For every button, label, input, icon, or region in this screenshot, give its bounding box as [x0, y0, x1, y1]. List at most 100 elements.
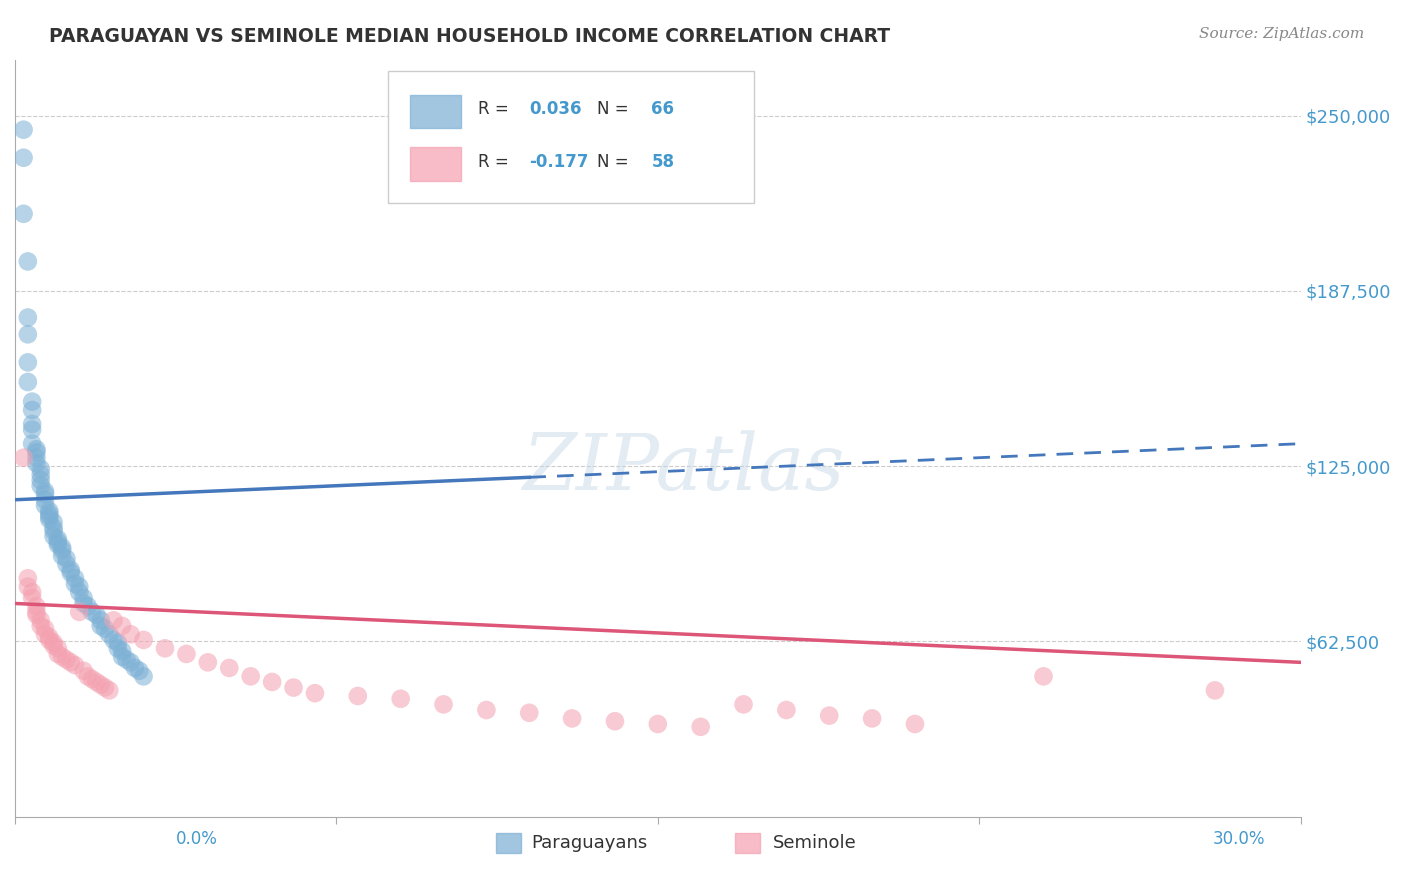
Point — [42, 515, 65, 529]
Point — [46, 534, 69, 549]
Point — [561, 711, 583, 725]
Text: Seminole: Seminole — [773, 834, 856, 852]
Point — [59, 563, 82, 577]
Point — [42, 636, 65, 650]
Point — [72, 591, 94, 605]
Point — [98, 627, 121, 641]
Point — [17, 375, 39, 389]
Point — [132, 632, 155, 647]
Point — [775, 703, 797, 717]
Point — [38, 507, 60, 521]
Point — [21, 394, 44, 409]
FancyBboxPatch shape — [409, 147, 461, 181]
Point — [733, 698, 755, 712]
Point — [124, 661, 146, 675]
Point — [389, 691, 412, 706]
Point — [475, 703, 498, 717]
Point — [46, 538, 69, 552]
Text: -0.177: -0.177 — [529, 153, 589, 171]
Point — [25, 607, 48, 622]
Point — [94, 681, 117, 695]
Point — [30, 613, 52, 627]
Point — [103, 632, 125, 647]
Point — [103, 613, 125, 627]
Point — [46, 532, 69, 546]
Point — [76, 669, 98, 683]
Point — [25, 605, 48, 619]
Point — [86, 607, 108, 622]
Point — [30, 462, 52, 476]
Point — [818, 708, 841, 723]
Point — [13, 450, 35, 465]
Point — [13, 151, 35, 165]
Point — [55, 558, 77, 572]
Point — [13, 207, 35, 221]
Text: ZIPatlas: ZIPatlas — [523, 430, 845, 507]
Point — [153, 641, 176, 656]
Point — [82, 672, 104, 686]
Point — [30, 619, 52, 633]
Point — [17, 310, 39, 325]
Point — [55, 551, 77, 566]
Point — [120, 627, 142, 641]
Text: 58: 58 — [651, 153, 675, 171]
Point — [111, 644, 134, 658]
FancyBboxPatch shape — [409, 95, 461, 128]
Point — [107, 636, 129, 650]
Point — [63, 658, 86, 673]
Point — [51, 541, 73, 555]
Point — [197, 656, 219, 670]
Point — [17, 580, 39, 594]
Point — [30, 473, 52, 487]
Point — [17, 327, 39, 342]
Point — [63, 577, 86, 591]
Point — [46, 647, 69, 661]
Y-axis label: Median Household Income: Median Household Income — [0, 328, 8, 548]
Point — [1204, 683, 1226, 698]
Text: R =: R = — [478, 101, 513, 119]
Point — [38, 512, 60, 526]
Point — [38, 630, 60, 644]
Point — [72, 664, 94, 678]
Point — [67, 580, 90, 594]
Point — [21, 585, 44, 599]
Point — [25, 445, 48, 459]
Point — [90, 678, 112, 692]
Point — [34, 627, 56, 641]
Point — [34, 492, 56, 507]
Point — [128, 664, 150, 678]
Point — [21, 423, 44, 437]
Point — [98, 683, 121, 698]
Point — [107, 641, 129, 656]
Point — [51, 543, 73, 558]
Point — [432, 698, 454, 712]
Point — [21, 591, 44, 605]
Point — [42, 524, 65, 538]
Point — [34, 484, 56, 499]
Point — [63, 571, 86, 585]
Text: Paraguayans: Paraguayans — [530, 834, 647, 852]
Point — [17, 254, 39, 268]
Text: R =: R = — [478, 153, 513, 171]
Point — [21, 436, 44, 450]
Point — [25, 599, 48, 614]
Point — [72, 597, 94, 611]
Point — [51, 549, 73, 563]
Point — [17, 355, 39, 369]
Point — [42, 521, 65, 535]
Point — [21, 403, 44, 417]
Point — [603, 714, 626, 729]
Point — [51, 649, 73, 664]
Point — [90, 613, 112, 627]
Text: 0.036: 0.036 — [529, 101, 582, 119]
Point — [30, 467, 52, 482]
Point — [13, 122, 35, 136]
Point — [82, 605, 104, 619]
Point — [120, 656, 142, 670]
Point — [21, 417, 44, 431]
Point — [111, 619, 134, 633]
Text: N =: N = — [598, 101, 634, 119]
Point — [94, 622, 117, 636]
Point — [517, 706, 540, 720]
Point — [25, 442, 48, 457]
